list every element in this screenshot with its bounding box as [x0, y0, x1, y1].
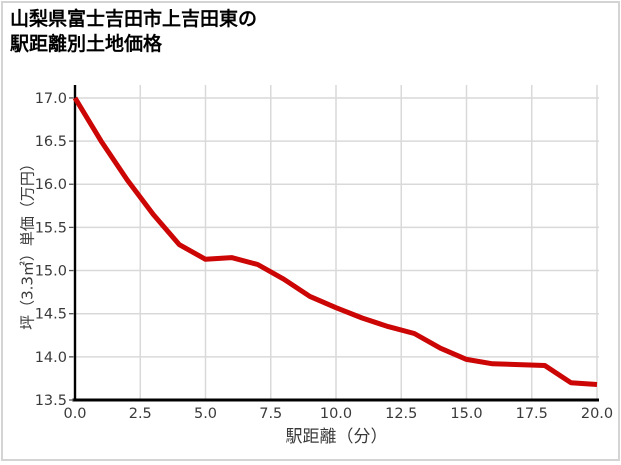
x-tick-label: 7.5	[259, 406, 282, 422]
price-line-series	[72, 96, 598, 387]
x-axis-title: 駅距離（分）	[285, 427, 388, 447]
y-axis-title: 坪（3.3㎡）単価（万円）	[18, 156, 37, 330]
x-tick-label: 15.0	[450, 406, 482, 422]
y-tick-label: 14.0	[35, 350, 67, 366]
y-tick-label: 14.5	[35, 307, 67, 323]
y-tick-label: 16.5	[35, 134, 67, 150]
chart-title-line-2: 駅距離別土地価格	[10, 33, 163, 55]
x-tick-label: 12.5	[385, 406, 417, 422]
y-tick-label: 15.0	[35, 264, 67, 280]
x-tick-label: 0.0	[63, 406, 86, 422]
y-tick-label: 13.5	[35, 393, 67, 409]
y-tick-label: 15.5	[35, 220, 67, 236]
x-tick-label: 2.5	[129, 406, 152, 422]
x-tick-label: 5.0	[194, 406, 217, 422]
x-tick-label: 10.0	[320, 406, 352, 422]
y-tick-label: 17.0	[35, 91, 67, 107]
y-tick-label: 16.0	[35, 177, 67, 193]
x-tick-label: 17.5	[516, 406, 548, 422]
chart-title-line-1: 山梨県富士吉田市上吉田東の	[10, 8, 258, 30]
chart-title: 山梨県富士吉田市上吉田東の 駅距離別土地価格	[10, 7, 257, 57]
x-tick-label: 20.0	[581, 406, 613, 422]
